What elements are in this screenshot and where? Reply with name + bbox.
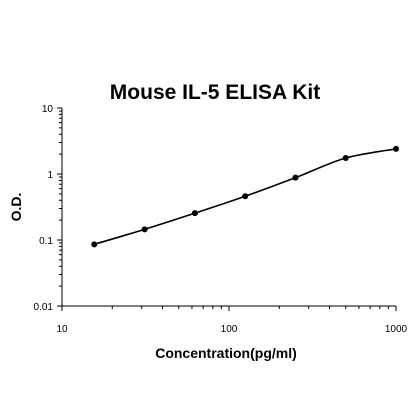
data-point <box>393 145 399 152</box>
data-point <box>191 210 198 217</box>
chart-title: Mouse IL-5 ELISA Kit <box>110 81 320 104</box>
plot-axes <box>61 108 396 307</box>
data-point <box>342 154 349 161</box>
axis-ticks: 0.01 0.1 1 10 10 100 1000 <box>34 104 408 335</box>
x-tick-label: 100 <box>221 324 238 335</box>
y-tick-label: 1 <box>47 170 53 181</box>
x-tick-label: 1000 <box>385 324 408 335</box>
data-point <box>141 226 148 233</box>
data-point <box>292 174 299 181</box>
y-tick-label: 10 <box>42 104 54 115</box>
y-tick-label: 0.1 <box>39 236 53 247</box>
data-points <box>91 145 399 248</box>
data-point <box>91 241 98 248</box>
x-tick-label: 10 <box>56 324 68 335</box>
x-axis-label: Concentration(pg/ml) <box>155 345 297 361</box>
data-point <box>242 193 249 200</box>
y-axis-label: O.D. <box>8 193 24 222</box>
y-tick-label: 0.01 <box>34 302 54 313</box>
